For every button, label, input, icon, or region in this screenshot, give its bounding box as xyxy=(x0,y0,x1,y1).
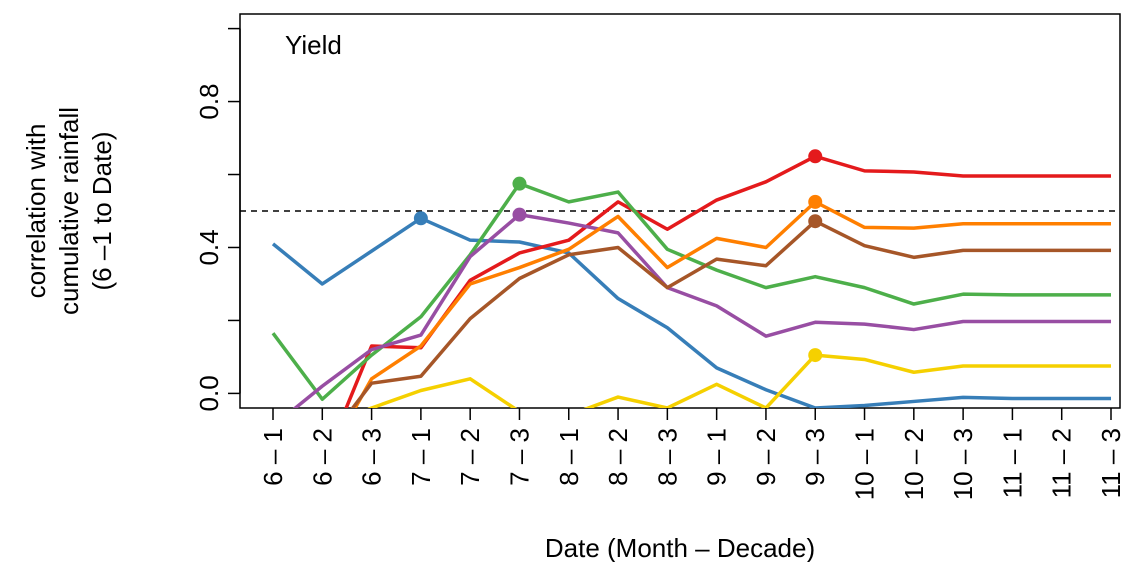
x-tick-label: 8 – 2 xyxy=(603,428,633,486)
series-line xyxy=(271,216,1111,408)
series-line xyxy=(350,219,1111,408)
series-line xyxy=(367,353,1111,408)
max-point xyxy=(512,207,527,222)
x-tick-label: 11 – 2 xyxy=(1047,428,1077,498)
series-line xyxy=(344,154,1111,408)
max-point xyxy=(808,214,823,229)
x-tick-label: 8 – 3 xyxy=(652,428,682,486)
y-axis-label: correlation with cumulative rainfall (6 … xyxy=(21,107,117,315)
x-tick-label: 6 – 2 xyxy=(307,428,337,486)
max-point xyxy=(808,149,823,164)
y-axis-label-line: cumulative rainfall xyxy=(54,107,84,315)
annotation: Yield xyxy=(285,30,342,60)
x-tick-label: 6 – 1 xyxy=(258,428,288,486)
y-axis-label-line: (6 –1 to Date) xyxy=(87,132,117,291)
x-tick-label: 7 – 1 xyxy=(406,428,436,486)
x-tick-label: 11 – 3 xyxy=(1096,428,1126,498)
plot-area xyxy=(240,149,1120,408)
x-tick-label: 8 – 1 xyxy=(554,428,584,486)
y-tick-label: 0.4 xyxy=(194,229,224,265)
y-tick-label: 0.0 xyxy=(194,375,224,411)
x-tick-label: 10 – 1 xyxy=(850,428,880,500)
x-tick-label: 9 – 2 xyxy=(751,428,781,486)
x-tick-label: 10 – 3 xyxy=(948,428,978,500)
x-tick-label: 6 – 3 xyxy=(357,428,387,486)
x-tick-label: 9 – 3 xyxy=(800,428,830,486)
x-axis-label: Date (Month – Decade) xyxy=(545,533,815,562)
x-tick-label: 7 – 2 xyxy=(455,428,485,486)
max-point xyxy=(413,211,428,226)
series-line xyxy=(353,200,1111,408)
x-tick-label: 7 – 3 xyxy=(504,428,534,486)
max-point xyxy=(808,348,823,363)
max-point xyxy=(808,194,823,209)
series-line xyxy=(292,212,1111,408)
max-point xyxy=(512,176,527,191)
series-line xyxy=(271,181,1111,401)
y-axis-label-line: correlation with xyxy=(21,124,51,299)
x-tick-label: 11 – 1 xyxy=(997,428,1027,498)
x-tick-label: 10 – 2 xyxy=(899,428,929,500)
y-tick-label: 0.8 xyxy=(194,83,224,119)
x-tick-label: 9 – 1 xyxy=(702,428,732,486)
